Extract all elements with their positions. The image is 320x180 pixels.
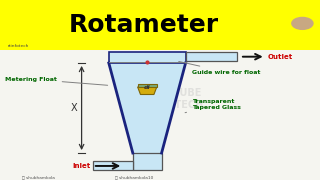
Text: Ⓕ shubhamkola10: Ⓕ shubhamkola10	[115, 175, 154, 179]
Polygon shape	[109, 63, 186, 153]
Text: YOUTUBE
INFOTECH: YOUTUBE INFOTECH	[148, 88, 204, 110]
FancyBboxPatch shape	[0, 50, 320, 180]
FancyBboxPatch shape	[186, 52, 237, 61]
FancyBboxPatch shape	[93, 161, 133, 170]
Text: Rotameter: Rotameter	[69, 13, 219, 37]
FancyBboxPatch shape	[0, 0, 320, 50]
FancyBboxPatch shape	[133, 153, 162, 170]
Text: Ⓡ shubhamkola: Ⓡ shubhamkola	[22, 175, 55, 179]
Text: Transparent
Tapered Glass: Transparent Tapered Glass	[185, 99, 241, 113]
Text: di: di	[144, 85, 150, 90]
Text: rtinfotech: rtinfotech	[8, 44, 29, 48]
FancyBboxPatch shape	[138, 84, 157, 87]
Text: Guide wire for float: Guide wire for float	[179, 61, 260, 75]
Text: X: X	[70, 103, 77, 113]
FancyBboxPatch shape	[109, 52, 186, 63]
Circle shape	[292, 17, 313, 29]
Text: Inlet: Inlet	[72, 163, 90, 169]
Text: Outlet: Outlet	[267, 54, 292, 60]
Text: Metering Float: Metering Float	[5, 77, 108, 85]
Polygon shape	[138, 87, 157, 94]
